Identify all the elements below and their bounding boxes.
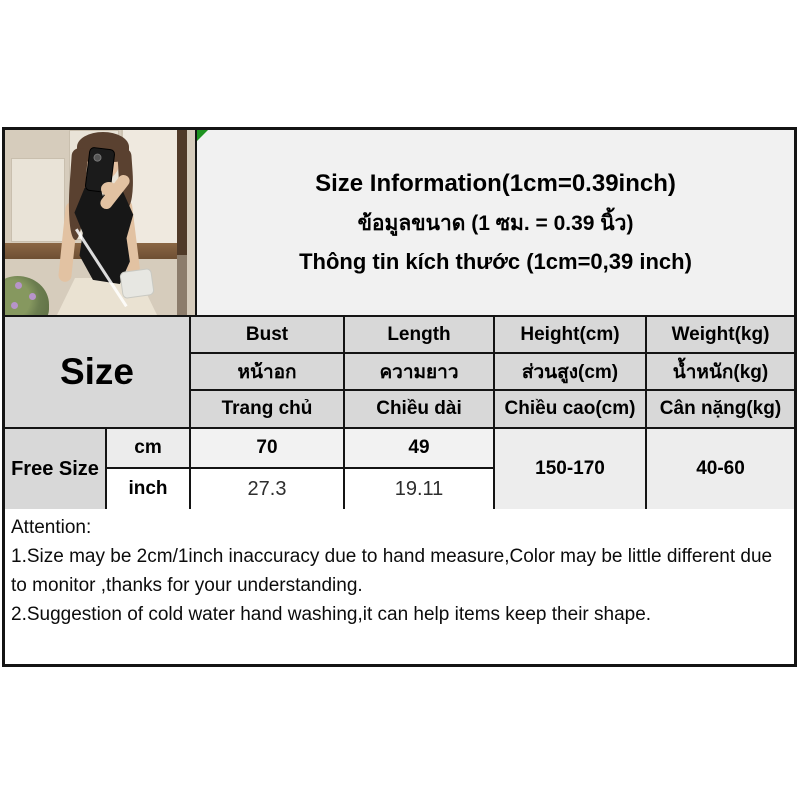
size-header-cell: Size: [5, 317, 189, 427]
unit-label-cm: cm: [107, 429, 189, 467]
size-table: Size Bust Length Height(cm) Weight(kg) ห…: [5, 317, 794, 509]
photo-plant: [5, 276, 49, 315]
title-english: Size Information(1cm=0.39inch): [315, 170, 676, 197]
row-label-free-size: Free Size: [5, 429, 105, 509]
content-frame: Size Information(1cm=0.39inch) ข้อมูลขนา…: [2, 127, 797, 667]
photo-flower: [11, 302, 18, 309]
product-photo: [5, 130, 197, 315]
header-height-vi: Chiều cao(cm): [495, 391, 645, 427]
photo-door-edge: [177, 130, 187, 255]
header-weight-en: Weight(kg): [647, 317, 794, 352]
top-row: Size Information(1cm=0.39inch) ข้อมูลขนา…: [5, 130, 794, 317]
header-length-th: ความยาว: [345, 354, 493, 389]
height-range-value: 150-170: [495, 429, 645, 509]
title-thai: ข้อมูลขนาด (1 ซม. = 0.39 นิ้ว): [357, 212, 634, 235]
title-vietnamese: Thông tin kích thước (1cm=0,39 inch): [299, 249, 692, 274]
header-height-en: Height(cm): [495, 317, 645, 352]
header-length-en: Length: [345, 317, 493, 352]
weight-range-value: 40-60: [647, 429, 794, 509]
photo-bag: [119, 267, 155, 300]
unit-label-inch: inch: [107, 469, 189, 509]
length-cm-value: 49: [345, 429, 493, 467]
length-inch-value: 19.11: [345, 469, 493, 509]
header-bust-vi: Trang chủ: [191, 391, 343, 427]
photo-phone-camera: [93, 153, 102, 163]
bust-inch-value: 27.3: [191, 469, 343, 509]
photo-wall-panel: [11, 158, 65, 242]
attention-heading: Attention:: [11, 517, 92, 538]
title-block: Size Information(1cm=0.39inch) ข้อมูลขนา…: [197, 130, 794, 315]
header-weight-vi: Cân nặng(kg): [647, 391, 794, 427]
header-bust-en: Bust: [191, 317, 343, 352]
photo-flower: [15, 282, 22, 289]
photo-hand: [101, 182, 117, 196]
header-length-vi: Chiều dài: [345, 391, 493, 427]
header-bust-th: หน้าอก: [191, 354, 343, 389]
attention-note-2: 2.Suggestion of cold water hand washing,…: [11, 604, 652, 625]
header-weight-th: น้ำหนัก(kg): [647, 354, 794, 389]
photo-flower: [29, 293, 36, 300]
header-height-th: ส่วนสูง(cm): [495, 354, 645, 389]
attention-notes: Attention: 1.Size may be 2cm/1inch inacc…: [5, 509, 794, 664]
attention-note-1: 1.Size may be 2cm/1inch inaccuracy due t…: [11, 546, 773, 596]
cell-corner-marker-icon: [197, 130, 208, 141]
photo-door-edge: [177, 255, 187, 315]
bust-cm-value: 70: [191, 429, 343, 467]
